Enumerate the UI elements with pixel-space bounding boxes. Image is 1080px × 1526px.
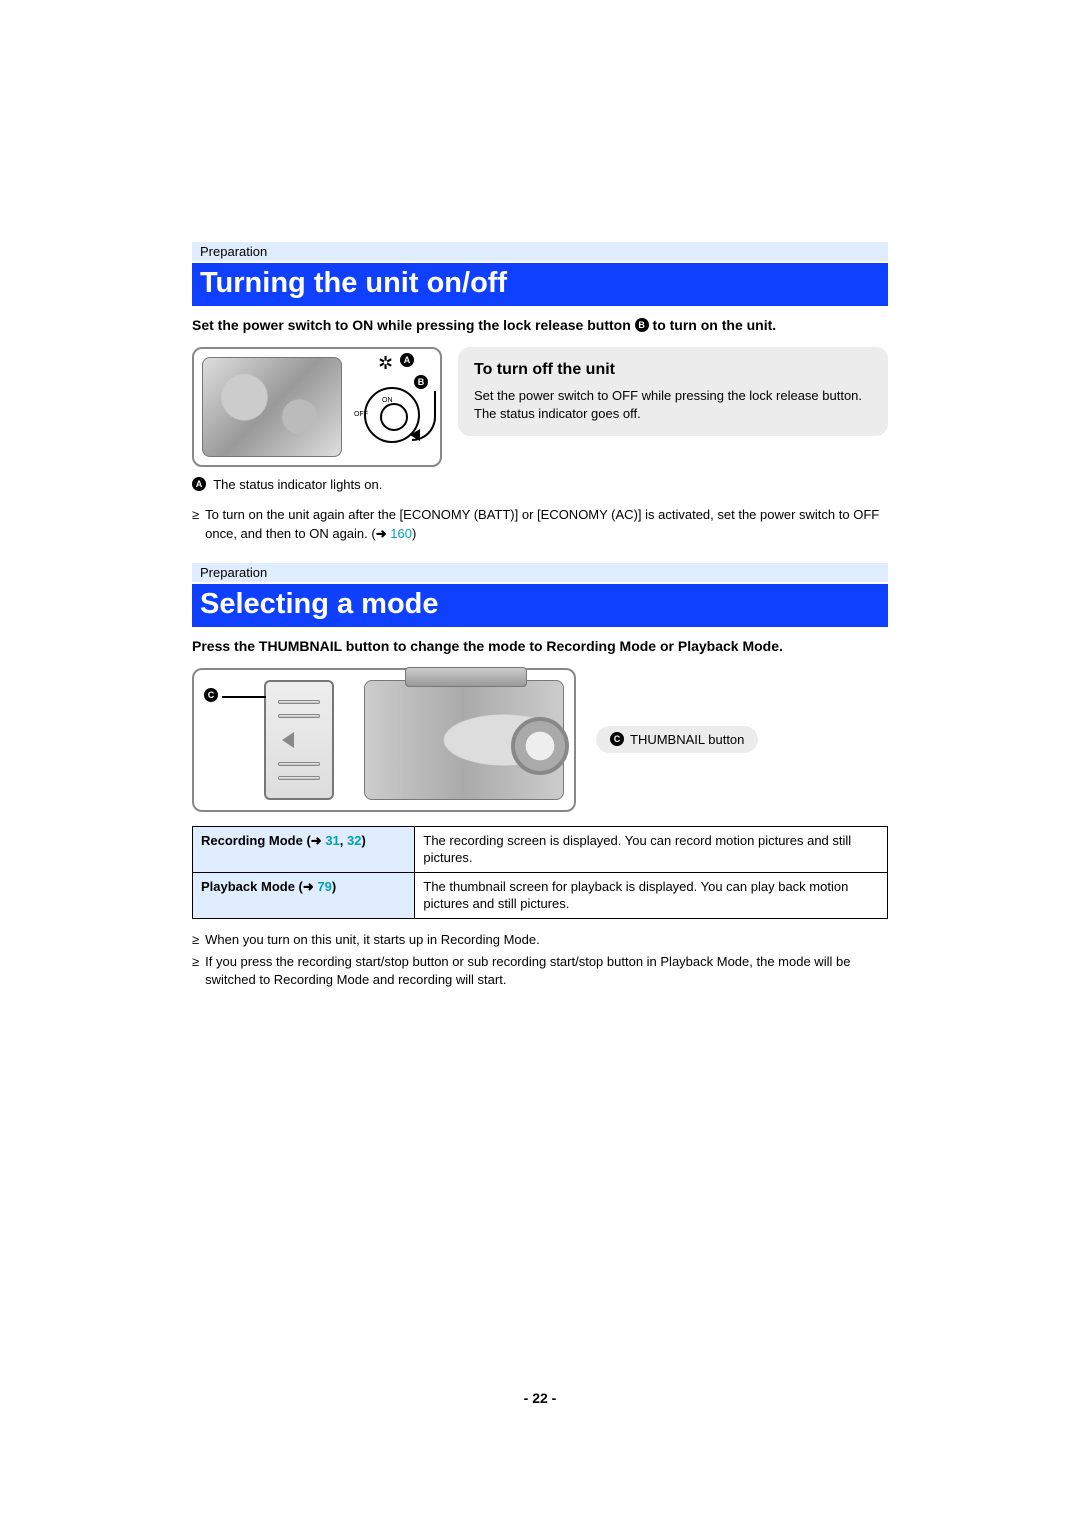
- lead-post: to turn on the unit.: [649, 317, 777, 333]
- info-body: Set the power switch to OFF while pressi…: [474, 387, 872, 423]
- thumbnail-label-text: THUMBNAIL button: [630, 732, 744, 747]
- panel-button-icon: [278, 714, 320, 718]
- figure-box-2: C: [192, 668, 576, 812]
- bullet-pre: To turn on the unit again after the [ECO…: [205, 507, 879, 540]
- info-title: To turn off the unit: [474, 359, 872, 381]
- recording-mode-cell: Recording Mode (➜ 31, 32): [193, 826, 415, 872]
- panel-illustration: C: [264, 680, 334, 800]
- panel-button-icon: [278, 776, 320, 780]
- page-link-160[interactable]: 160: [390, 526, 412, 541]
- panel-button-icon: [278, 762, 320, 766]
- bullet-list-2: ≥ When you turn on this unit, it starts …: [192, 931, 888, 990]
- turn-off-info-box: To turn off the unit Set the power switc…: [458, 347, 888, 436]
- prep-label-2: Preparation: [192, 563, 888, 582]
- legend-a: A The status indicator lights on.: [192, 477, 888, 493]
- arrow-icon: ➜: [311, 833, 322, 848]
- bullet-item: ≥ When you turn on this unit, it starts …: [192, 931, 888, 949]
- legend-a-text: The status indicator lights on.: [213, 477, 382, 492]
- recording-mode-desc: The recording screen is displayed. You c…: [415, 826, 888, 872]
- comma: ,: [340, 833, 347, 848]
- figure-row-1: ✲ A B ON OFF To turn off the unit Set th…: [192, 347, 888, 467]
- bullet-text: If you press the recording start/stop bu…: [205, 953, 888, 989]
- cell-label-post: ): [332, 879, 336, 894]
- playback-mode-desc: The thumbnail screen for playback is dis…: [415, 872, 888, 918]
- bullet-text: To turn on the unit again after the [ECO…: [205, 506, 888, 542]
- camera-side-illustration: [364, 680, 564, 800]
- label-b-inline: B: [635, 318, 649, 332]
- spark-icon: ✲: [378, 353, 393, 374]
- bullet-post: ): [412, 526, 416, 541]
- switch-on-label: ON: [382, 397, 393, 404]
- panel-button-icon: [278, 700, 320, 704]
- bullet-list-1: ≥ To turn on the unit again after the [E…: [192, 506, 888, 542]
- cell-label-pre: Playback Mode (: [201, 879, 303, 894]
- heading-turning-on-off: Turning the unit on/off: [192, 263, 888, 306]
- label-b-callout: B: [414, 375, 428, 389]
- label-a-callout: A: [400, 353, 414, 367]
- prep-label-1: Preparation: [192, 242, 888, 261]
- lead-text-2: Press the THUMBNAIL button to change the…: [192, 637, 888, 656]
- bullet-icon: ≥: [192, 931, 199, 949]
- figure-row-2: C C THUMBNAIL button: [192, 668, 888, 812]
- playback-mode-cell: Playback Mode (➜ 79): [193, 872, 415, 918]
- bullet-icon: ≥: [192, 506, 199, 542]
- mode-table: Recording Mode (➜ 31, 32) The recording …: [192, 826, 888, 919]
- label-a-legend: A: [192, 477, 206, 491]
- page-link-31[interactable]: 31: [325, 833, 339, 848]
- cell-label-pre: Recording Mode (: [201, 833, 311, 848]
- rotate-arrow-icon: [412, 391, 436, 441]
- cell-label-post: ): [361, 833, 365, 848]
- lead-pre: Set the power switch to ON while pressin…: [192, 317, 635, 333]
- callout-line: [222, 696, 266, 698]
- thumbnail-label-pill: C THUMBNAIL button: [596, 726, 758, 753]
- page-number: - 22 -: [0, 1390, 1080, 1406]
- table-row: Recording Mode (➜ 31, 32) The recording …: [193, 826, 888, 872]
- arrow-icon: ➜: [376, 526, 387, 541]
- bullet-item: ≥ To turn on the unit again after the [E…: [192, 506, 888, 542]
- table-row: Playback Mode (➜ 79) The thumbnail scree…: [193, 872, 888, 918]
- figure-box-1: ✲ A B ON OFF: [192, 347, 442, 467]
- arrow-icon: ➜: [303, 879, 314, 894]
- play-triangle-icon: [282, 732, 294, 748]
- label-c-pill: C: [610, 732, 624, 746]
- bullet-item: ≥ If you press the recording start/stop …: [192, 953, 888, 989]
- heading-selecting-mode: Selecting a mode: [192, 584, 888, 627]
- page-link-32[interactable]: 32: [347, 833, 361, 848]
- label-c-callout: C: [204, 688, 218, 702]
- power-switch-illustration: ✲ A B ON OFF: [352, 357, 432, 457]
- bullet-icon: ≥: [192, 953, 199, 989]
- lead-text-1: Set the power switch to ON while pressin…: [192, 316, 888, 335]
- page-link-79[interactable]: 79: [317, 879, 331, 894]
- bullet-text: When you turn on this unit, it starts up…: [205, 931, 540, 949]
- camera-illustration: [202, 357, 342, 457]
- switch-off-label: OFF: [354, 411, 368, 418]
